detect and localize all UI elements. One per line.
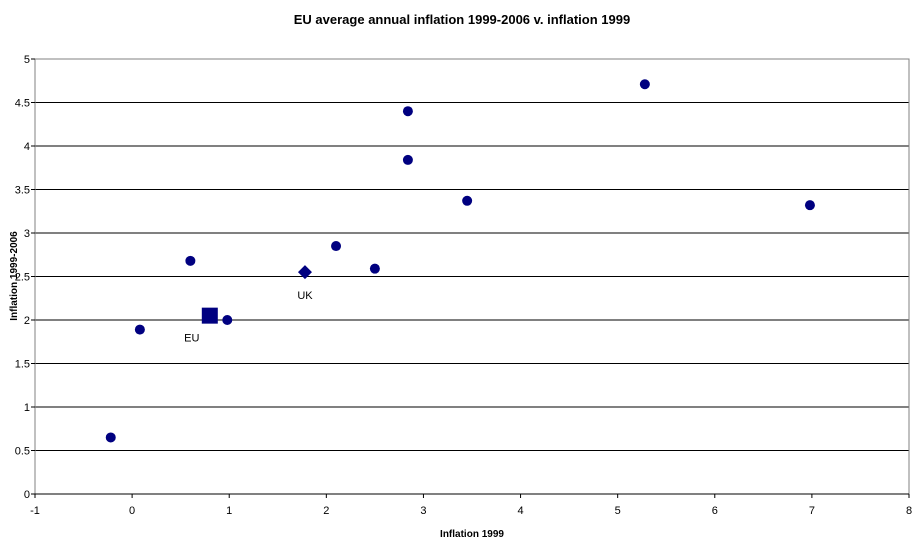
data-points: [106, 79, 815, 442]
y-axis-label: Inflation 1999-2006: [9, 231, 20, 321]
axes: 00.511.522.533.544.55-1 0 1 2 3 4 5 6 7 8: [15, 54, 912, 517]
data-point: [106, 432, 116, 442]
y-tick-label: 5: [24, 54, 30, 66]
x-tick-label: 2: [323, 505, 329, 517]
data-point: [640, 79, 650, 89]
data-point: [185, 256, 195, 266]
y-tick-label: 1: [24, 402, 30, 414]
gridlines: [35, 103, 909, 451]
x-tick-label: 0: [129, 505, 135, 517]
y-tick-label: 3: [24, 228, 30, 240]
y-tick-label: 0: [24, 489, 30, 501]
uk-diamond-marker: [298, 265, 312, 279]
x-tick-label: 8: [906, 505, 912, 517]
data-point: [135, 325, 145, 335]
x-tick-label: 5: [615, 505, 621, 517]
highlighted-points: UK EU: [184, 265, 313, 345]
y-tick-label: 3.5: [15, 185, 30, 197]
data-point: [403, 155, 413, 165]
x-tick-label: -1: [30, 505, 40, 517]
x-tick-label: 3: [420, 505, 426, 517]
eu-square-marker: [202, 308, 218, 324]
x-axis-label: Inflation 1999: [440, 529, 504, 540]
x-tick-label: 7: [809, 505, 815, 517]
x-tick-label: 4: [517, 505, 523, 517]
y-tick-label: 1.5: [15, 359, 30, 371]
chart-title: EU average annual inflation 1999-2006 v.…: [294, 12, 630, 27]
x-tick-label: 1: [226, 505, 232, 517]
data-point: [222, 315, 232, 325]
data-point: [805, 200, 815, 210]
data-point: [370, 264, 380, 274]
data-point: [403, 106, 413, 116]
data-point: [462, 196, 472, 206]
y-tick-label: 4: [24, 141, 30, 153]
uk-annotation: UK: [297, 290, 313, 302]
y-tick-label: 2: [24, 315, 30, 327]
y-tick-label: 4.5: [15, 98, 30, 110]
y-tick-label: 0.5: [15, 446, 30, 458]
data-point: [331, 241, 341, 251]
x-tick-label: 6: [712, 505, 718, 517]
eu-annotation: EU: [184, 333, 199, 345]
